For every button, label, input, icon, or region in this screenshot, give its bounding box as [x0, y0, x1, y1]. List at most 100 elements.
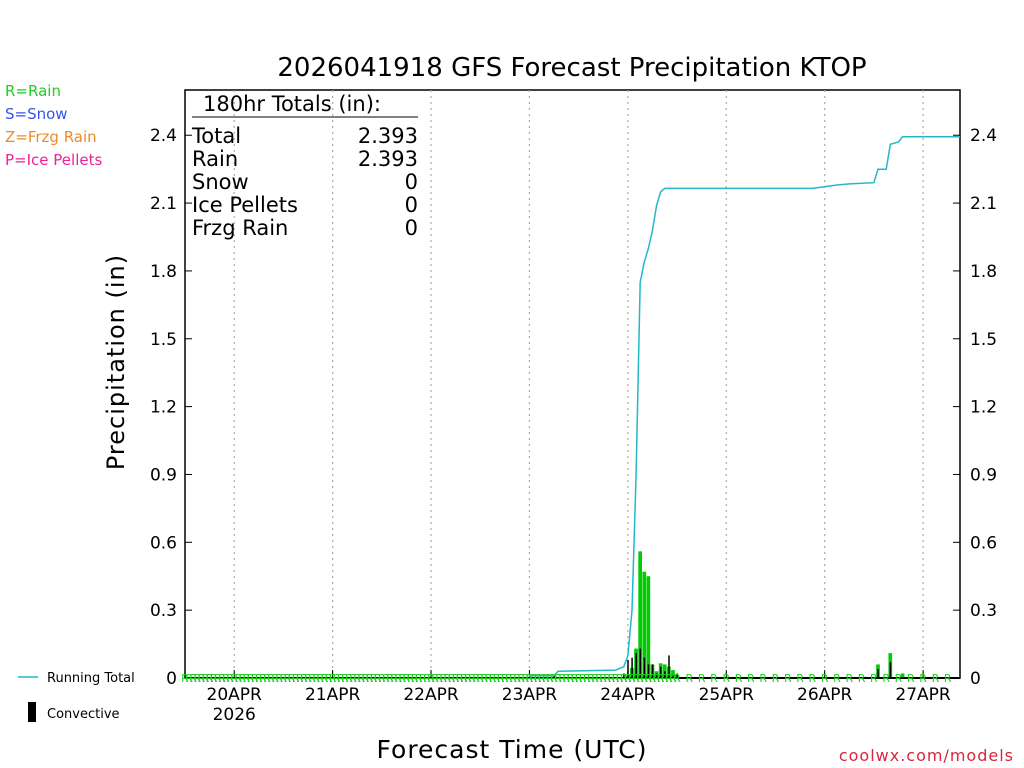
precip-type-marker: R [218, 672, 226, 685]
precip-type-marker: R [657, 672, 665, 685]
precip-type-marker: R [796, 672, 804, 685]
precip-type-marker: R [530, 672, 538, 685]
precip-type-marker: R [517, 672, 525, 685]
y-axis-label: Precipitation (in) [102, 254, 130, 470]
precip-type-marker: R [772, 672, 780, 685]
precip-type-marker: R [251, 672, 259, 685]
precip-type-marker: R [653, 672, 661, 685]
precip-type-marker: R [747, 672, 755, 685]
y-tick-label-left: 0.3 [150, 601, 177, 621]
y-axis-left: 0 0.3 0.6 0.9 1.2 1.5 1.8 2.1 2.4 [150, 126, 192, 689]
precip-type-marker: R [821, 672, 829, 685]
series-legend: Running Total Convective [18, 671, 135, 722]
precip-type-marker: R [345, 672, 353, 685]
precip-type-marker: R [595, 672, 603, 685]
y-tick-label-right: 1.2 [970, 398, 997, 418]
precip-type-marker: R [214, 672, 222, 685]
precip-type-marker: R [476, 672, 484, 685]
rain-bar [671, 670, 675, 678]
precip-type-marker: R [669, 672, 677, 685]
precip-type-marker: R [181, 672, 189, 685]
convective-bar [655, 673, 658, 678]
type-legend-item: R=Rain [5, 82, 61, 100]
precip-type-marker: R [435, 672, 443, 685]
precip-type-marker: R [599, 672, 607, 685]
precip-type-marker: R [722, 672, 730, 685]
precip-type-marker: R [632, 672, 640, 685]
precip-type-marker: R [390, 672, 398, 685]
precip-type-marker: R [308, 672, 316, 685]
precip-type-marker: R [193, 672, 201, 685]
y-tick-label-right: 0 [970, 669, 981, 689]
precip-type-marker: R [661, 672, 669, 685]
y-tick-label-left: 0 [166, 669, 177, 689]
y-tick-label-right: 0.9 [970, 465, 997, 485]
precip-type-marker: R [809, 672, 817, 685]
precip-type-marker: R [448, 672, 456, 685]
type-legend-item: S=Snow [5, 105, 68, 123]
plot-frame [184, 89, 961, 679]
x-tick-label: 27APR [895, 685, 951, 705]
y-tick-label-right: 1.8 [970, 262, 997, 282]
rain-bar [642, 571, 647, 678]
precip-type-marker: R [300, 672, 308, 685]
convective-bars [553, 648, 892, 678]
precip-type-marker: R [554, 672, 562, 685]
rain-bar [646, 576, 651, 678]
precip-type-marker: R [353, 672, 361, 685]
totals-row-label: Rain [192, 147, 238, 171]
precip-type-marker: R [230, 672, 238, 685]
precip-type-marker: R [546, 672, 554, 685]
precip-type-marker: R [735, 672, 743, 685]
precip-type-marker: R [284, 672, 292, 685]
precip-type-marker: R [608, 672, 616, 685]
precip-type-marker: R [280, 672, 288, 685]
precip-type-marker: R [567, 672, 575, 685]
precip-type-legend: R=Rain S=Snow Z=Frzg Rain P=Ice Pellets [5, 82, 102, 169]
precip-type-marker: R [403, 672, 411, 685]
convective-bar [647, 664, 650, 678]
y-axis-right: 0 0.3 0.6 0.9 1.2 1.5 1.8 2.1 2.4 [953, 126, 997, 689]
precip-type-marker: R [185, 672, 193, 685]
y-tick-label-left: 1.2 [150, 398, 177, 418]
precip-type-marker: R [907, 672, 915, 685]
precip-type-marker: R [485, 672, 493, 685]
precip-type-marker: R [665, 672, 673, 685]
precip-type-marker: R [481, 672, 489, 685]
totals-row-label: Total [191, 124, 241, 148]
convective-bar [664, 671, 666, 678]
precip-type-marker: R [673, 672, 681, 685]
precip-type-marker: R [710, 672, 718, 685]
y-tick-label-right: 2.4 [970, 126, 997, 146]
precip-type-marker: R [624, 672, 632, 685]
precip-type-marker: R [288, 672, 296, 685]
precip-type-marker: R [366, 672, 374, 685]
precip-type-marker: R [398, 672, 406, 685]
convective-legend-label: Convective [47, 707, 120, 722]
totals-box: 180hr Totals (in): Total 2.393 Rain 2.393 Sn… [191, 92, 418, 240]
precip-type-marker: R [845, 672, 853, 685]
precip-type-marker: R [247, 672, 255, 685]
y-tick-label-left: 1.8 [150, 262, 177, 282]
precip-type-marker: R [579, 672, 587, 685]
precip-type-marker: R [419, 672, 427, 685]
precip-type-marker: R [932, 672, 940, 685]
precip-type-marker: R [497, 672, 505, 685]
precip-type-marker: R [378, 672, 386, 685]
precip-type-marker: R [427, 672, 435, 685]
precip-type-marker: R [542, 672, 550, 685]
precip-type-marker: R [870, 672, 878, 685]
precip-type-marker: R [198, 672, 206, 685]
precip-type-marker: R [472, 672, 480, 685]
precip-type-marker: R [275, 672, 283, 685]
precip-type-marker: R [210, 672, 218, 685]
precip-type-marker: R [321, 672, 329, 685]
y-tick-label-left: 1.5 [150, 330, 177, 350]
precip-type-marker: R [440, 672, 448, 685]
precip-type-marker: R [202, 672, 210, 685]
precip-type-marker: R [460, 672, 468, 685]
totals-row-value: 2.393 [358, 147, 418, 171]
x-tick-label: 26APR [797, 685, 853, 705]
precip-type-marker: R [243, 672, 251, 685]
convective-bar [877, 668, 879, 678]
